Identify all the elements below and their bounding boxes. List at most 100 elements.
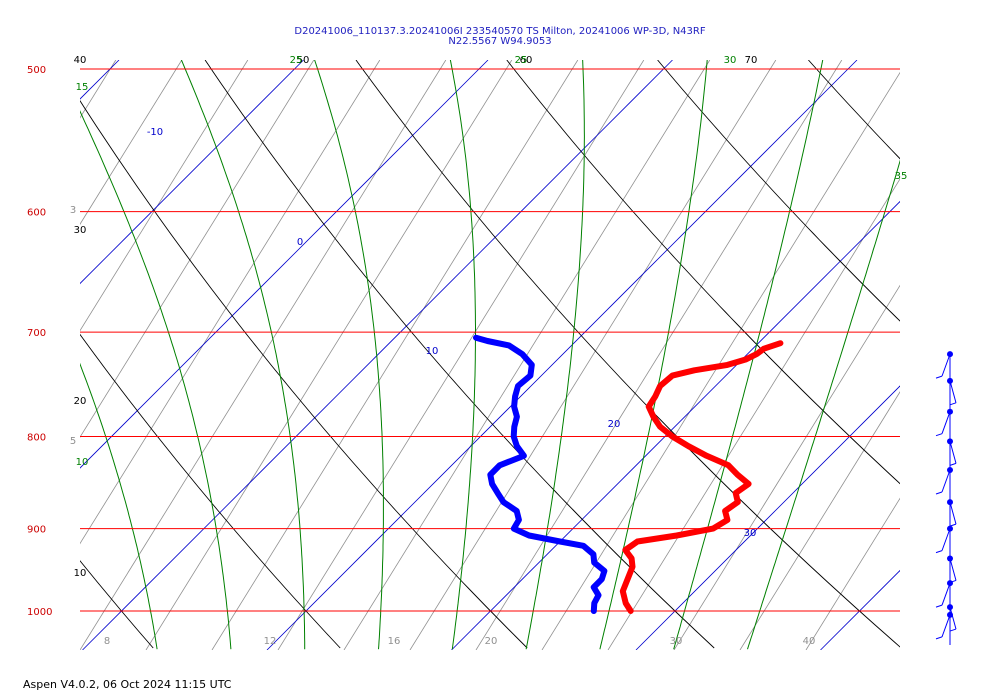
isotherm-line <box>266 60 858 650</box>
moist-adiabat-line <box>449 60 476 650</box>
pressure-tick-label: 500 <box>27 65 46 76</box>
mixing-ratio-line <box>80 60 249 332</box>
isotherm-label: 10 <box>426 346 439 357</box>
moist-adiabat-line <box>525 60 585 650</box>
dry-adiabat-label: 60 <box>520 55 533 66</box>
mixing-ratio-line <box>739 391 900 650</box>
temperature-tick-label: 12 <box>264 636 277 647</box>
diagram-grid <box>80 60 1000 650</box>
dry-adiabat-label: 20 <box>74 396 87 407</box>
mixing-ratio-line <box>211 60 579 650</box>
wind-barb-staff <box>941 582 951 606</box>
pressure-tick-label: 900 <box>27 525 46 536</box>
wind-barb-staff <box>941 528 951 551</box>
isotherm-line <box>820 569 900 650</box>
isotherm-line <box>80 60 120 100</box>
dry-adiabat-label: 30 <box>74 225 87 236</box>
moist-adiabat-label: 30 <box>724 55 737 66</box>
wind-barb-staff <box>949 380 957 403</box>
mixing-ratio-line <box>80 60 315 438</box>
moist-adiabat-label: 25 <box>515 55 528 66</box>
wind-barb-flag <box>935 604 943 608</box>
isotherm-label: 0 <box>297 237 303 248</box>
dry-adiabat-line <box>80 560 154 649</box>
wind-barb-flag <box>935 491 943 495</box>
dry-adiabat-line <box>959 60 1000 648</box>
chart-subtitle: N22.5567 W94.9053 <box>448 36 551 47</box>
wind-barb-staff <box>949 441 957 464</box>
wind-barb-flag <box>949 628 957 632</box>
wind-barb-flag <box>949 523 957 527</box>
mixing-ratio-label: 5 <box>70 436 76 447</box>
wind-barb-staff <box>949 501 957 525</box>
sounding-series <box>473 334 784 614</box>
wind-barb-staff <box>941 614 951 638</box>
mixing-ratio-line <box>145 60 513 650</box>
moist-adiabat-line <box>180 60 306 650</box>
dry-adiabat-label: 40 <box>74 55 87 66</box>
moist-adiabat-label: 15 <box>76 82 89 93</box>
wind-barb-staff <box>941 469 951 493</box>
dry-adiabat-line <box>506 60 900 485</box>
pressure-tick-label: 600 <box>27 208 46 219</box>
mixing-ratio-line <box>80 60 117 119</box>
pressure-tick-label: 1000 <box>27 607 52 618</box>
dry-adiabat-line <box>204 60 715 649</box>
isotherm-line <box>635 385 900 650</box>
temperature-tick-label: 30 <box>670 636 683 647</box>
mixing-ratio-line <box>607 178 900 650</box>
isotherm-line <box>451 200 900 650</box>
dry-adiabat-line <box>808 60 900 160</box>
moist-adiabat-line <box>80 110 232 650</box>
temperature-trace <box>619 340 784 614</box>
dry-adiabat-line <box>355 60 900 648</box>
isotherm-label: 30 <box>744 528 757 539</box>
isotherm-label: 20 <box>608 419 621 430</box>
dry-adiabat-label: 50 <box>297 55 310 66</box>
isotherm-line <box>80 60 304 285</box>
wind-barb-flag <box>935 550 943 554</box>
isotherm-label: -10 <box>147 127 163 138</box>
mixing-ratio-line <box>409 60 777 650</box>
footer-version: Aspen V4.0.2, 06 Oct 2024 11:15 UTC <box>23 678 232 691</box>
moist-adiabat-line <box>599 60 708 650</box>
wind-barb-staff <box>949 606 957 630</box>
mixing-ratio-line <box>475 60 843 650</box>
axis-labels: 500 600 700 800 900 1000 8 12 16 20 30 40 -10 0 10 20 30… <box>27 55 907 647</box>
moist-adiabat-label: 25 <box>290 55 303 66</box>
pressure-tick-label: 800 <box>27 433 46 444</box>
dry-adiabat-line <box>80 333 341 649</box>
wind-barb-flag <box>949 402 957 406</box>
wind-barb-column <box>935 351 957 645</box>
moist-adiabat-line <box>80 362 158 650</box>
pressure-tick-label: 700 <box>27 328 46 339</box>
moist-adiabat-label: 35 <box>895 171 908 182</box>
temperature-tick-label: 8 <box>104 636 110 647</box>
isotherm-line <box>82 60 673 650</box>
mixing-ratio-label: 3 <box>70 205 76 216</box>
dry-adiabat-line <box>80 99 528 649</box>
mixing-ratio-line <box>673 284 900 650</box>
temperature-tick-label: 20 <box>485 636 498 647</box>
moist-adiabat-line <box>314 60 384 650</box>
dry-adiabat-line <box>657 60 900 322</box>
mixing-ratio-line <box>805 497 900 650</box>
temperature-tick-label: 40 <box>803 636 816 647</box>
chart-title: D20241006_110137.3.20241006I 233540570 T… <box>294 26 705 37</box>
wind-barb-flag <box>935 636 943 640</box>
isotherm-line <box>80 60 489 469</box>
wind-barb-staff <box>941 353 951 377</box>
mixing-ratio-line <box>277 60 645 650</box>
moist-adiabat-line <box>747 159 900 650</box>
mixing-ratio-line <box>80 60 381 545</box>
wind-barb-flag <box>935 375 943 379</box>
dewpoint-trace <box>473 334 608 614</box>
mixing-ratio-line <box>80 60 183 225</box>
mixing-ratio-line <box>541 71 900 650</box>
wind-barb-flag <box>935 433 943 437</box>
wind-barb-staff <box>949 558 957 581</box>
temperature-tick-label: 16 <box>388 636 401 647</box>
dry-adiabat-label: 10 <box>74 568 87 579</box>
moist-adiabat-label: 10 <box>76 457 89 468</box>
